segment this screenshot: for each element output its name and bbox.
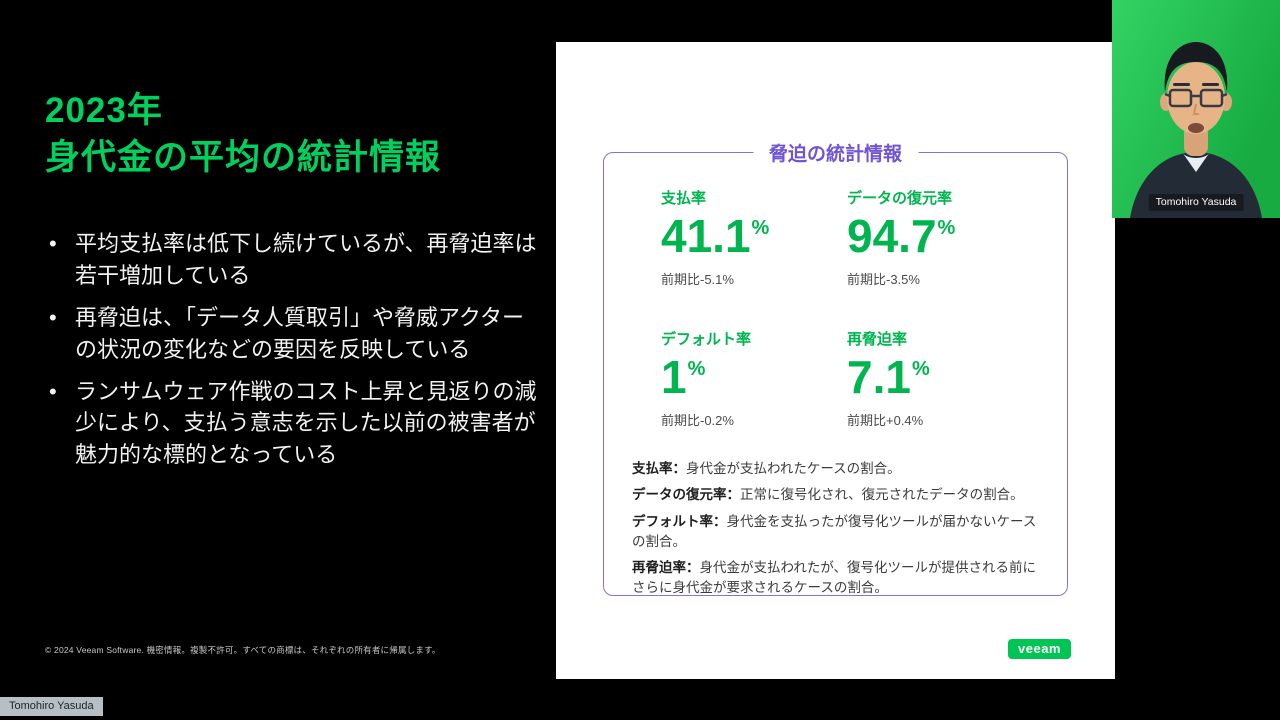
stat-label: デフォルト率 <box>661 331 752 348</box>
stat-number: 41.1 <box>661 210 751 262</box>
definition-default-rate: デフォルト率：身代金を支払ったが復号化ツールが届かないケースの割合。 <box>632 512 1041 553</box>
slide-title-line1: 2023年 <box>45 91 163 130</box>
stat-unit: % <box>751 217 770 239</box>
definition-payment-rate: 支払率：身代金が支払われたケースの割合。 <box>632 459 1041 479</box>
stat-label: 再脅迫率 <box>847 331 908 348</box>
stat-label: 支払率 <box>661 190 707 207</box>
webcam-tile: Tomohiro Yasuda <box>1112 0 1280 218</box>
stat-label: データの復元率 <box>847 190 953 207</box>
stat-payment-rate: 支払率 41.1% 前期比-5.1% <box>661 187 847 288</box>
glasses-icon <box>1164 88 1228 108</box>
definitions-list: 支払率：身代金が支払われたケースの割合。 データの復元率：正常に復号化され、復元… <box>604 429 1067 599</box>
stat-default-rate: デフォルト率 1% 前期比-0.2% <box>661 328 847 429</box>
stats-card: 脅迫の統計情報 支払率 41.1% 前期比-5.1% データの復元率 94.7%… <box>603 139 1068 599</box>
bullet-item: 平均支払率は低下し続けているが、再脅迫率は若干増加している <box>45 228 537 292</box>
stats-card-title: 脅迫の統計情報 <box>752 139 919 166</box>
stat-value: 94.7% <box>847 213 1067 259</box>
stat-number: 94.7 <box>847 210 937 262</box>
bullet-item: 再脅迫は、「データ人質取引」や脅威アクターの状況の変化などの要因を反映している <box>45 302 537 366</box>
definition-text: 身代金が支払われたケースの割合。 <box>686 461 901 476</box>
slide-title: 2023年 身代金の平均の統計情報 <box>45 88 441 182</box>
participant-name-badge: Tomohiro Yasuda <box>0 697 103 716</box>
bullet-text: 再脅迫は、「データ人質取引」や脅威アクターの状況の変化などの要因を反映している <box>75 304 525 362</box>
stat-delta: 前期比-5.1% <box>661 272 734 287</box>
definition-data-recovery-rate: データの復元率：正常に復号化され、復元されたデータの割合。 <box>632 485 1041 505</box>
bullet-item: ランサムウェア作戦のコスト上昇と見返りの減少により、支払う意志を示した以前の被害… <box>45 376 537 472</box>
stats-panel: 脅迫の統計情報 支払率 41.1% 前期比-5.1% データの復元率 94.7%… <box>556 42 1115 679</box>
stat-unit: % <box>687 358 706 380</box>
definition-text: 身代金が支払われたが、復号化ツールが提供される前にさらに身代金が要求されるケース… <box>632 560 1037 596</box>
stat-unit: % <box>911 358 930 380</box>
definition-term: データの復元率： <box>632 487 740 503</box>
stat-delta: 前期比-3.5% <box>847 272 920 287</box>
bullet-text: 平均支払率は低下し続けているが、再脅迫率は若干増加している <box>75 231 537 288</box>
slide-footer: © 2024 Veeam Software. 機密情報。複製不許可。すべての商標… <box>45 645 441 655</box>
stat-unit: % <box>937 217 956 239</box>
stats-grid: 支払率 41.1% 前期比-5.1% データの復元率 94.7% 前期比-3.5… <box>604 153 1067 429</box>
definition-term: 支払率： <box>632 461 686 476</box>
slide-title-line2: 身代金の平均の統計情報 <box>45 137 442 177</box>
stat-value: 1% <box>661 354 847 400</box>
definition-text: 身代金を支払ったが復号化ツールが届かないケースの割合。 <box>632 513 1037 549</box>
stat-data-recovery-rate: データの復元率 94.7% 前期比-3.5% <box>847 187 1067 288</box>
stat-delta: 前期比-0.2% <box>661 413 734 428</box>
definition-term: デフォルト率： <box>632 513 727 529</box>
webcam-name-badge: Tomohiro Yasuda <box>1148 194 1244 211</box>
definition-text: 正常に復号化され、復元されたデータの割合。 <box>740 487 1024 503</box>
stat-value: 41.1% <box>661 213 847 259</box>
definition-re-extortion-rate: 再脅迫率：身代金が支払われたが、復号化ツールが提供される前にさらに身代金が要求さ… <box>632 558 1041 599</box>
definition-term: 再脅迫率： <box>632 560 700 575</box>
bullet-text: ランサムウェア作戦のコスト上昇と見返りの減少により、支払う意志を示した以前の被害… <box>75 378 537 468</box>
veeam-logo: veeam <box>1008 639 1071 659</box>
stat-number: 7.1 <box>847 351 911 403</box>
stat-re-extortion-rate: 再脅迫率 7.1% 前期比+0.4% <box>847 328 1067 429</box>
slide-bullet-list: 平均支払率は低下し続けているが、再脅迫率は若干増加している 再脅迫は、「データ人… <box>45 228 537 481</box>
presenter-avatar <box>1130 42 1262 218</box>
stat-value: 7.1% <box>847 354 1067 400</box>
stat-delta: 前期比+0.4% <box>847 413 924 428</box>
stat-number: 1 <box>661 351 687 403</box>
